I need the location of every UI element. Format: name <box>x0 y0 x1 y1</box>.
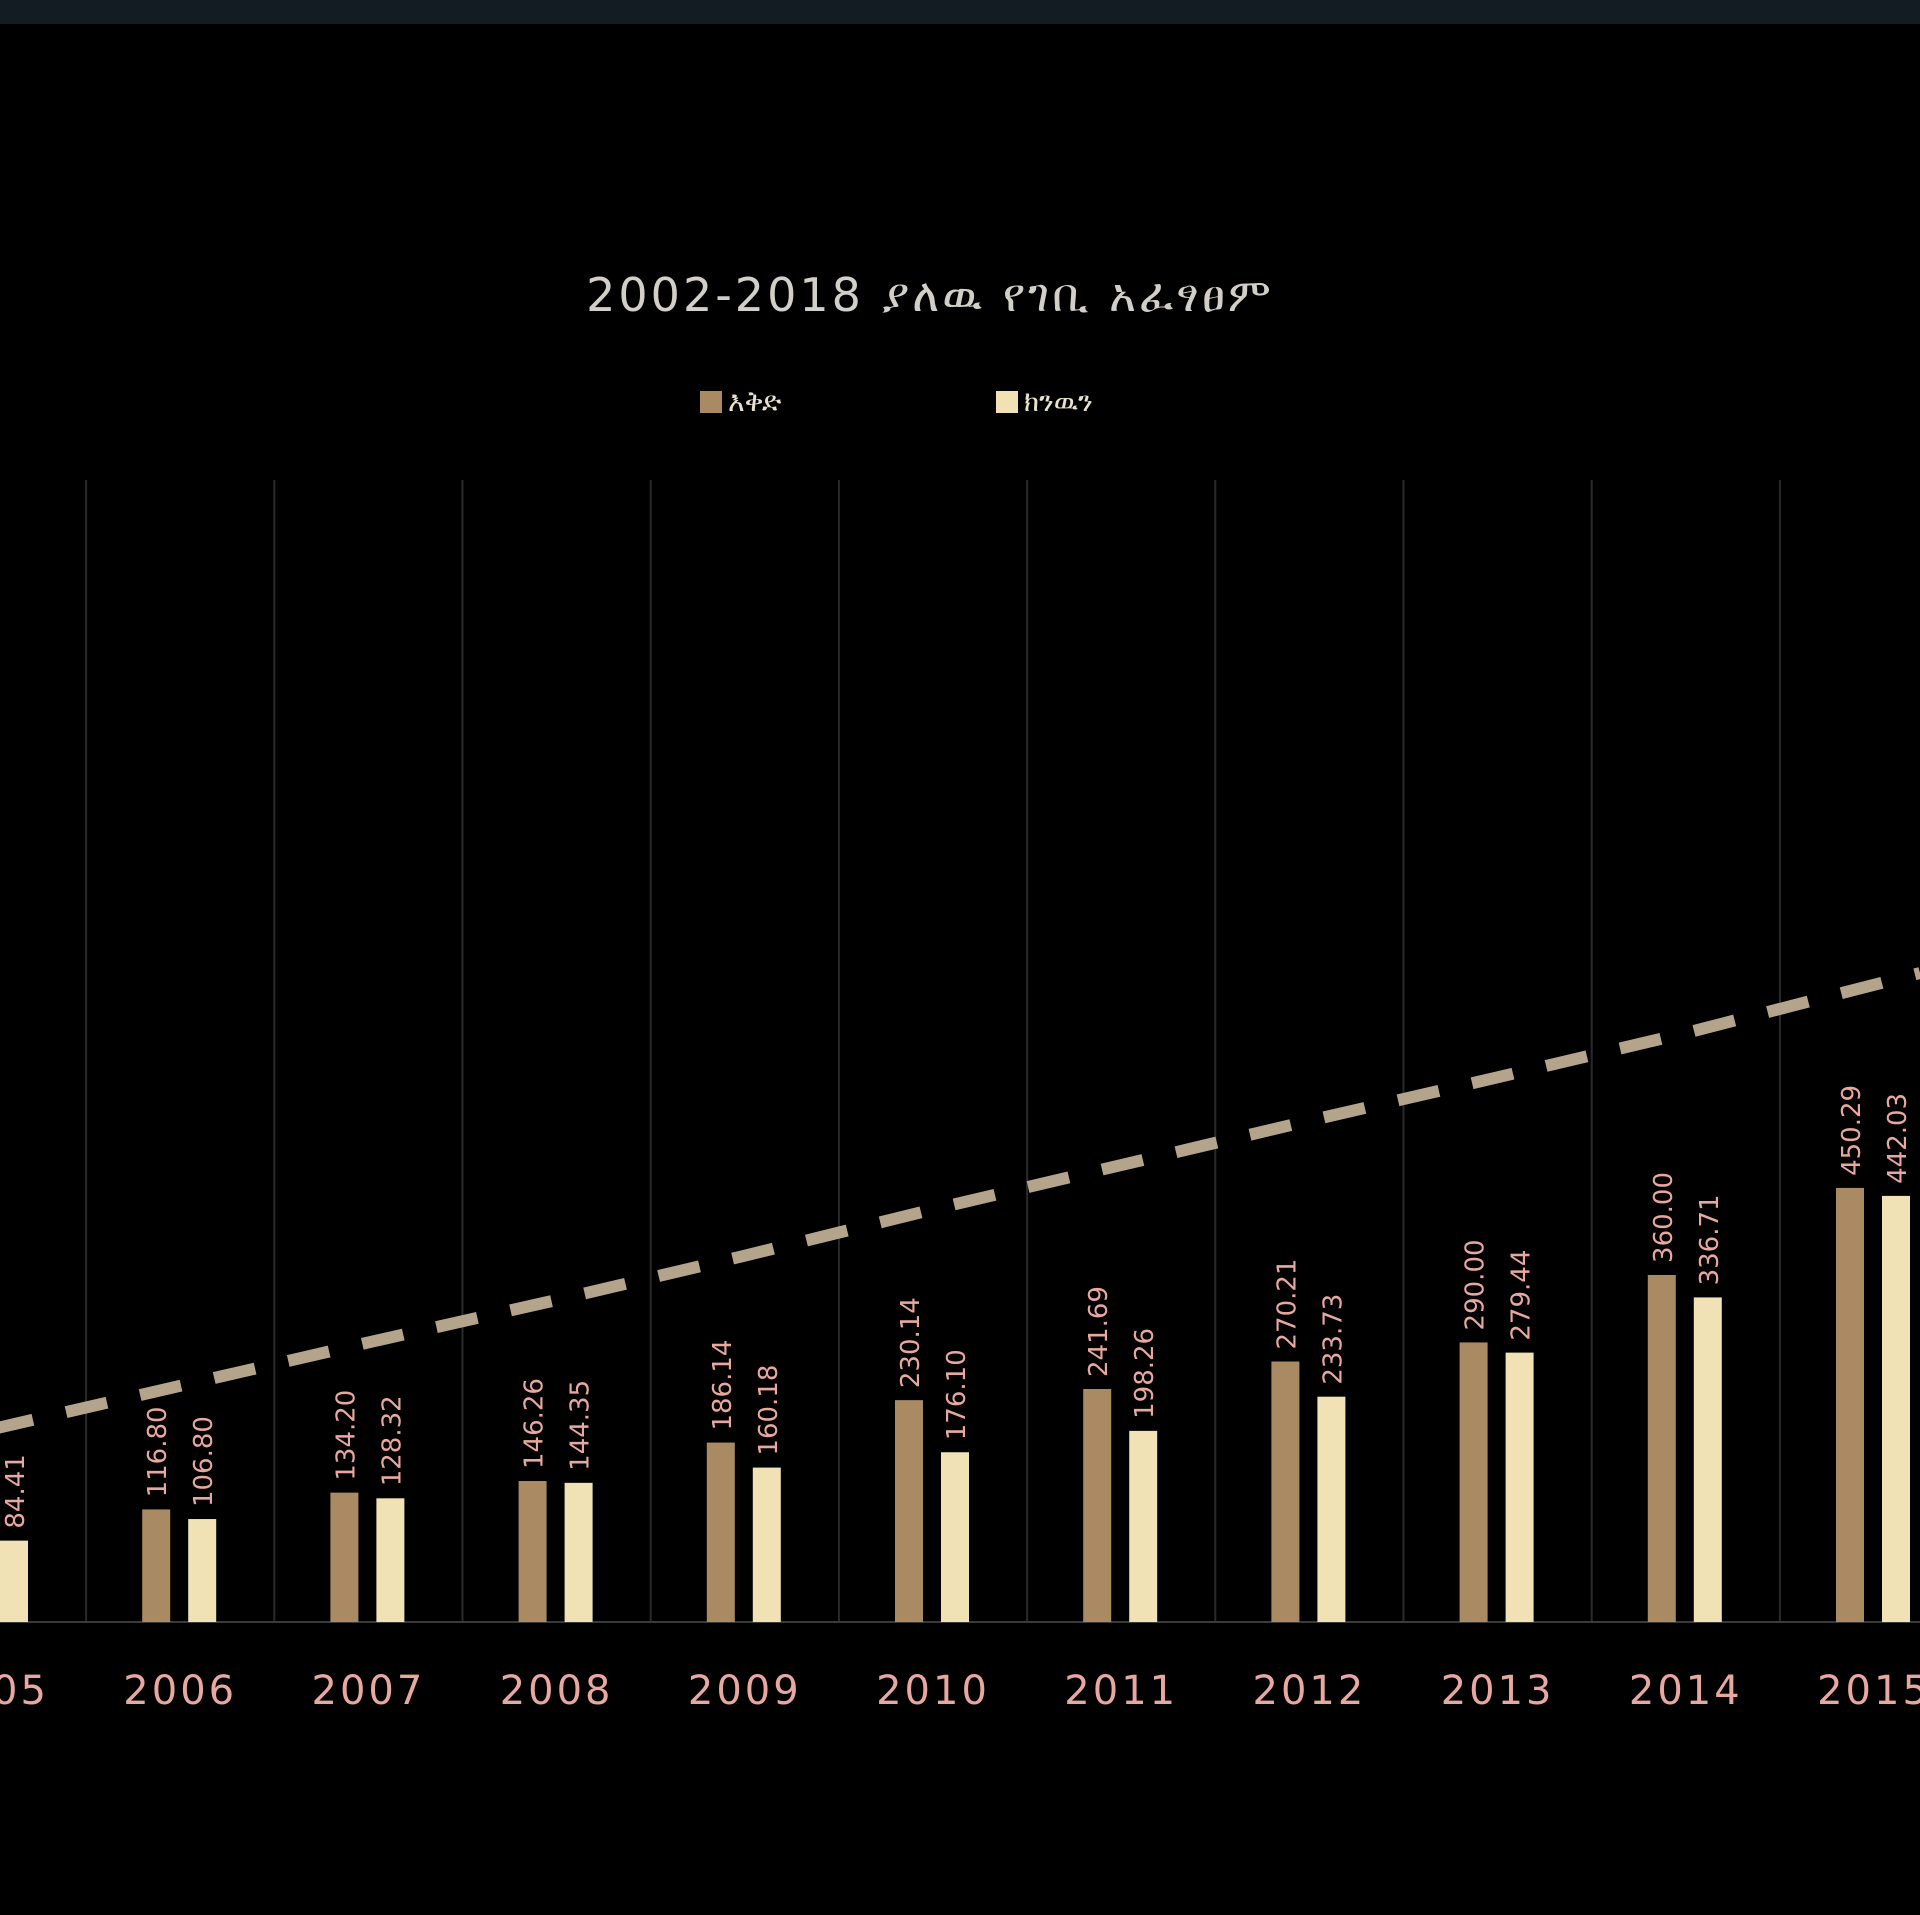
bar-actual <box>1693 1297 1722 1622</box>
bar-actual <box>1882 1195 1910 1622</box>
data-label: 241.69 <box>1084 1286 1114 1377</box>
bar-plan <box>1083 1389 1112 1622</box>
x-tick-label: 2012 <box>1253 1668 1367 1714</box>
legend-swatch-actual <box>996 391 1018 413</box>
data-label: 84.41 <box>1 1454 31 1528</box>
bar-actual <box>0 1540 28 1622</box>
bar-plan <box>1459 1342 1488 1622</box>
x-tick-label: 2014 <box>1629 1668 1743 1714</box>
chart-title: 2002-2018 ያለዉ የገቢ አፈፃፀም <box>586 268 1274 322</box>
legend-label-actual: ክንዉን <box>1024 385 1093 418</box>
data-label: 106.80 <box>189 1416 219 1507</box>
bar-actual <box>1317 1396 1346 1622</box>
bar-actual <box>188 1519 217 1622</box>
x-tick-label: 2009 <box>688 1668 802 1714</box>
data-label: 116.80 <box>143 1406 173 1497</box>
x-tick-label: 2005 <box>0 1668 49 1714</box>
data-label: 134.20 <box>331 1390 361 1481</box>
bar-actual <box>752 1467 781 1622</box>
bar-plan <box>518 1481 547 1622</box>
bar-plan <box>1836 1187 1864 1622</box>
data-label: 230.14 <box>896 1297 926 1388</box>
data-label: 146.26 <box>520 1378 550 1469</box>
bar-plan <box>142 1509 171 1622</box>
bar-actual <box>941 1452 969 1622</box>
x-tick-label: 2007 <box>312 1668 426 1714</box>
legend-item-actual: ክንዉን <box>996 382 1093 422</box>
data-label: 160.18 <box>754 1365 784 1456</box>
data-label: 176.10 <box>942 1349 972 1440</box>
x-tick-label: 2010 <box>876 1668 990 1714</box>
bar-plan <box>1271 1361 1300 1622</box>
x-tick-label: 2008 <box>500 1668 614 1714</box>
data-label: 233.73 <box>1318 1294 1348 1385</box>
data-label: 186.14 <box>708 1340 738 1431</box>
bar-plan <box>706 1442 735 1622</box>
data-label: 144.35 <box>566 1380 596 1471</box>
bar-actual <box>376 1498 405 1622</box>
trendline <box>0 967 1920 1434</box>
x-tick-label: 2013 <box>1441 1668 1555 1714</box>
x-tick-label: 2015 <box>1817 1668 1920 1714</box>
window-top-bar <box>0 0 1920 24</box>
data-label: 450.29 <box>1837 1085 1867 1176</box>
bar-actual <box>1129 1430 1158 1622</box>
bar-actual <box>1505 1352 1534 1622</box>
data-label: 290.00 <box>1461 1239 1491 1330</box>
bar-plan <box>1647 1274 1676 1622</box>
data-label: 198.26 <box>1130 1328 1160 1419</box>
data-label: 442.03 <box>1883 1093 1913 1184</box>
legend-item-plan: እቅድ <box>700 382 781 422</box>
bar-plan <box>895 1400 923 1622</box>
data-label: 128.32 <box>377 1395 407 1486</box>
x-tick-label: 2011 <box>1064 1668 1178 1714</box>
x-tick-label: 2006 <box>123 1668 237 1714</box>
legend-swatch-plan <box>700 391 722 413</box>
data-label: 336.71 <box>1695 1194 1725 1285</box>
data-label: 270.21 <box>1272 1259 1302 1350</box>
bar-plan <box>330 1492 359 1622</box>
bar-actual <box>564 1482 593 1622</box>
legend-label-plan: እቅድ <box>728 385 782 418</box>
data-label: 360.00 <box>1649 1172 1679 1263</box>
data-label: 279.44 <box>1507 1250 1537 1341</box>
